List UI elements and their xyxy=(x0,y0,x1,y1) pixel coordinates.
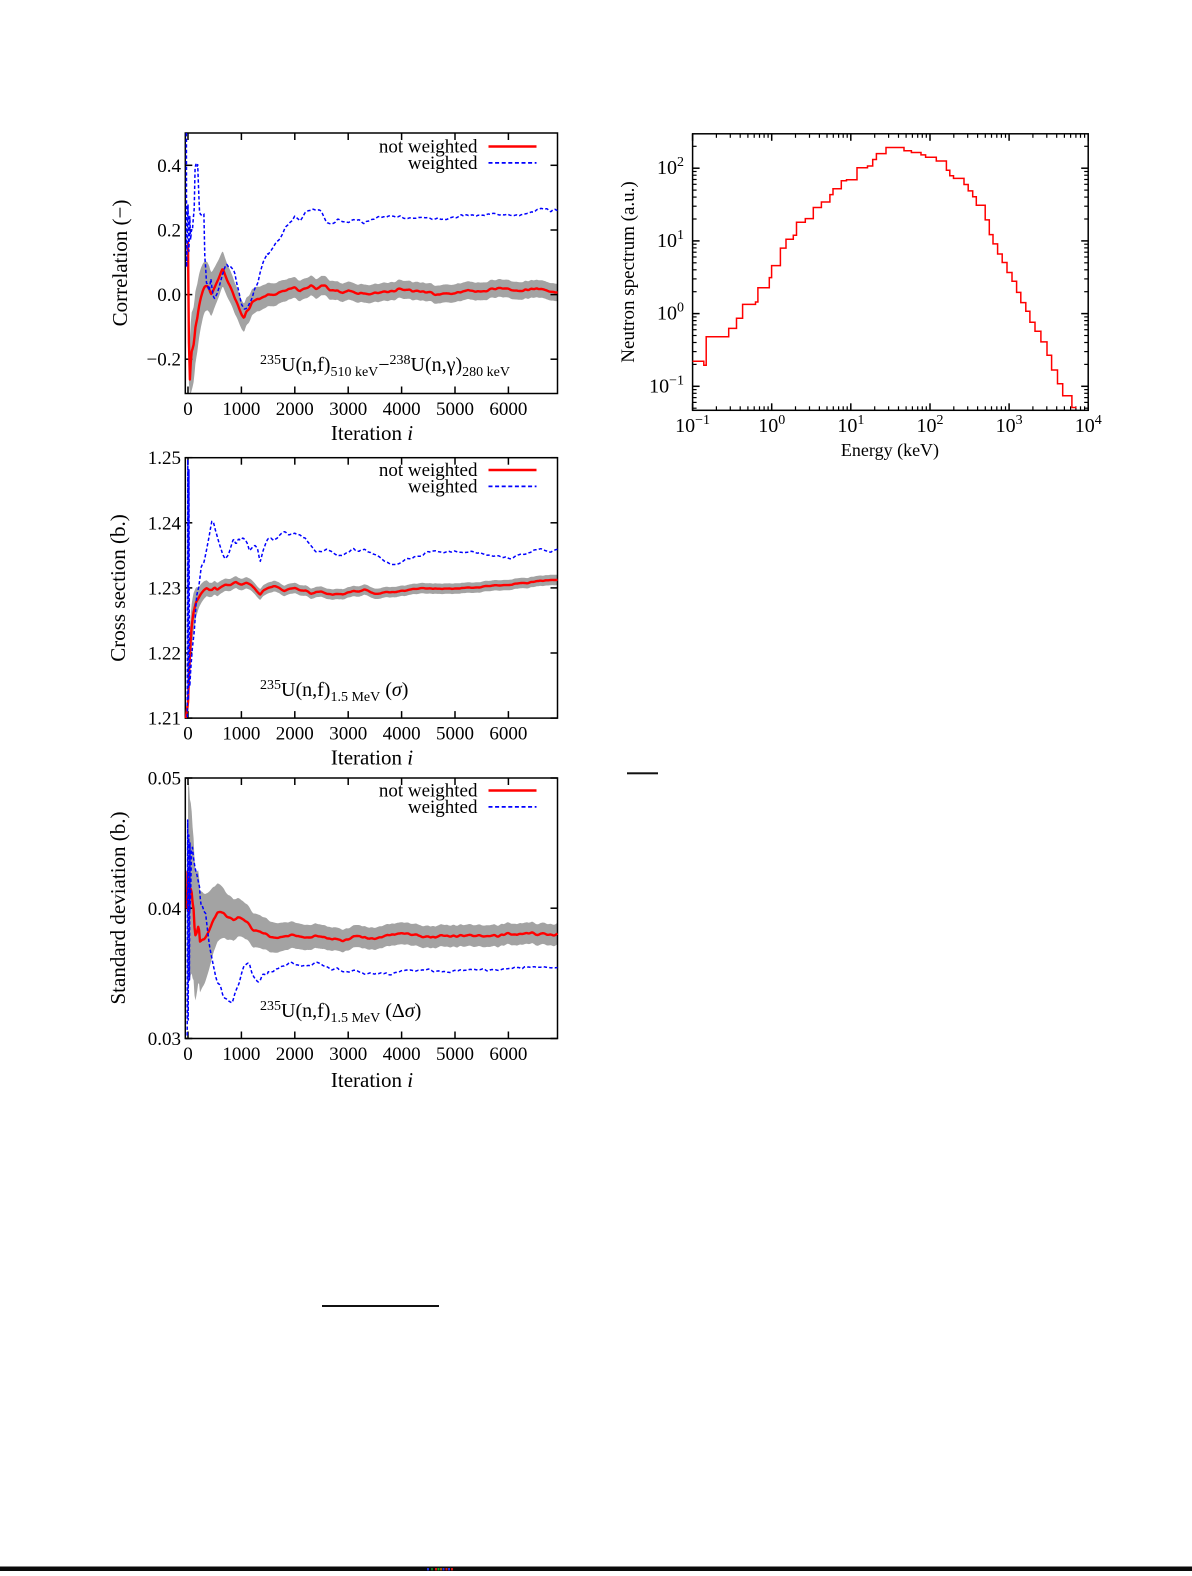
svg-text:6000: 6000 xyxy=(489,724,527,745)
svg-text:weighted: weighted xyxy=(408,797,478,818)
svg-text:Iteration i: Iteration i xyxy=(331,1068,413,1092)
svg-text:2000: 2000 xyxy=(276,399,314,420)
svg-text:4000: 4000 xyxy=(383,399,421,420)
svg-text:0: 0 xyxy=(183,724,193,745)
svg-text:−0.2: −0.2 xyxy=(147,350,181,371)
svg-text:3000: 3000 xyxy=(329,724,367,745)
svg-text:1.21: 1.21 xyxy=(148,709,181,730)
svg-text:weighted: weighted xyxy=(408,153,478,174)
svg-text:0: 0 xyxy=(183,399,193,420)
svg-text:6000: 6000 xyxy=(489,399,527,420)
svg-text:not weighted: not weighted xyxy=(379,781,478,802)
svg-text:3000: 3000 xyxy=(329,399,367,420)
svg-text:10−1: 10−1 xyxy=(649,373,684,397)
svg-text:5000: 5000 xyxy=(436,724,474,745)
svg-text:235U(n,f)1.5 MeV (σ): 235U(n,f)1.5 MeV (σ) xyxy=(260,678,408,705)
svg-text:Standard deviation (b.): Standard deviation (b.) xyxy=(106,811,130,1004)
svg-text:1.23: 1.23 xyxy=(148,578,181,599)
svg-text:0: 0 xyxy=(183,1044,193,1065)
svg-text:0.2: 0.2 xyxy=(157,221,181,242)
svg-text:1.24: 1.24 xyxy=(148,513,182,534)
svg-text:Iteration i: Iteration i xyxy=(331,746,413,770)
svg-text:6000: 6000 xyxy=(489,1044,527,1065)
svg-text:weighted: weighted xyxy=(408,476,478,497)
svg-text:1000: 1000 xyxy=(222,724,260,745)
svg-text:not weighted: not weighted xyxy=(379,137,478,158)
svg-text:4000: 4000 xyxy=(383,1044,421,1065)
svg-text:not weighted: not weighted xyxy=(379,460,478,481)
svg-text:5000: 5000 xyxy=(436,399,474,420)
svg-text:1000: 1000 xyxy=(222,1044,260,1065)
svg-text:Iteration i: Iteration i xyxy=(331,421,413,445)
svg-text:Correlation (−): Correlation (−) xyxy=(108,200,132,327)
svg-text:1.25: 1.25 xyxy=(148,448,181,469)
svg-text:2000: 2000 xyxy=(276,1044,314,1065)
svg-text:1.22: 1.22 xyxy=(148,644,181,665)
svg-text:1000: 1000 xyxy=(222,399,260,420)
svg-text:5000: 5000 xyxy=(436,1044,474,1065)
svg-text:0.03: 0.03 xyxy=(148,1029,181,1050)
svg-text:0.0: 0.0 xyxy=(157,285,181,306)
svg-text:235U(n,f)1.5 MeV (Δσ): 235U(n,f)1.5 MeV (Δσ) xyxy=(260,999,421,1026)
svg-text:4000: 4000 xyxy=(383,724,421,745)
svg-text:0.05: 0.05 xyxy=(148,769,181,790)
svg-text:3000: 3000 xyxy=(329,1044,367,1065)
svg-text:0.04: 0.04 xyxy=(148,899,182,920)
svg-text:Neutron spectrum (a.u.): Neutron spectrum (a.u.) xyxy=(618,181,639,363)
svg-text:2000: 2000 xyxy=(276,724,314,745)
svg-text:235U(n,f)510 keV−238U(n,γ)280: 235U(n,f)510 keV−238U(n,γ)280 keV xyxy=(260,353,510,380)
svg-text:Energy (keV): Energy (keV) xyxy=(841,440,939,461)
svg-text:Cross section (b.): Cross section (b.) xyxy=(106,514,130,662)
svg-text:0.4: 0.4 xyxy=(157,156,181,177)
